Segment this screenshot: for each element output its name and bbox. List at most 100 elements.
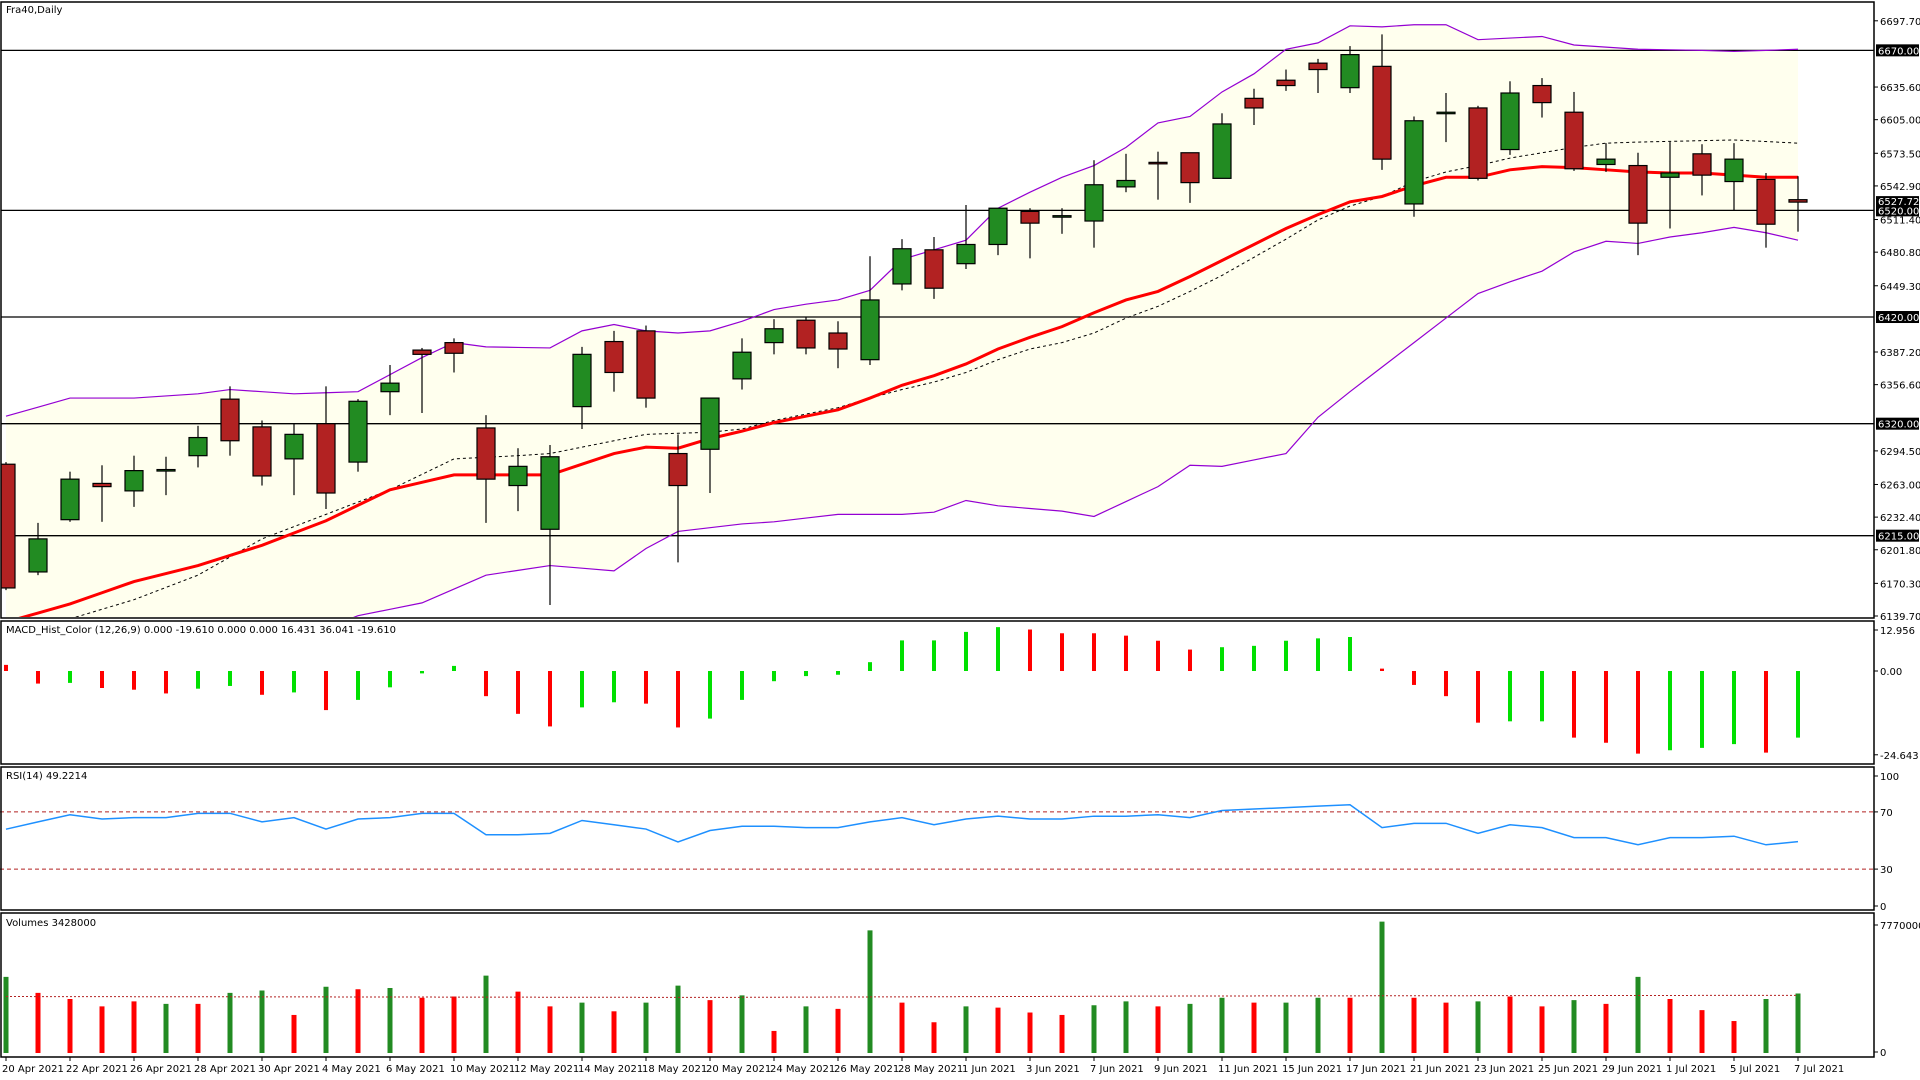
candle bbox=[476, 415, 496, 523]
price-tick-label: 6201.80 bbox=[1880, 546, 1920, 557]
candle bbox=[860, 256, 880, 366]
candle bbox=[1628, 152, 1648, 256]
panel-frame bbox=[0, 766, 1875, 911]
candle bbox=[796, 317, 816, 355]
candle-body bbox=[764, 328, 784, 344]
level-price-tag bbox=[1876, 44, 1919, 57]
date-tick-label: 29 Jun 2021 bbox=[1602, 1064, 1662, 1075]
rsi-tick-label: 0 bbox=[1880, 902, 1886, 913]
candle bbox=[764, 319, 784, 355]
date-tick-label: 24 May 2021 bbox=[770, 1064, 835, 1075]
candle-body bbox=[1596, 158, 1616, 166]
candle-body bbox=[508, 465, 528, 487]
date-tick-label: 5 Jul 2021 bbox=[1730, 1064, 1780, 1075]
candle-body bbox=[956, 243, 976, 265]
volume-tick-label: 0 bbox=[1880, 1048, 1886, 1059]
date-tick-label: 11 Jun 2021 bbox=[1218, 1064, 1278, 1075]
date-tick-label: 1 Jul 2021 bbox=[1666, 1064, 1716, 1075]
candle-body bbox=[380, 382, 400, 393]
level-price-tag bbox=[1876, 529, 1919, 542]
date-tick-label: 23 Jun 2021 bbox=[1474, 1064, 1534, 1075]
macd-panel[interactable] bbox=[4, 627, 1800, 754]
volume-label: Volumes 3428000 bbox=[6, 918, 96, 929]
candle bbox=[1276, 69, 1296, 91]
candle bbox=[1660, 142, 1680, 229]
macd-tick-label: 0.00 bbox=[1880, 667, 1902, 678]
date-tick-label: 7 Jun 2021 bbox=[1090, 1064, 1144, 1075]
price-tick-label: 6480.80 bbox=[1880, 248, 1920, 259]
candle-body bbox=[156, 468, 176, 472]
candle-body bbox=[892, 248, 912, 285]
date-tick-label: 30 Apr 2021 bbox=[258, 1064, 320, 1075]
candle bbox=[1596, 143, 1616, 172]
candle bbox=[1436, 93, 1456, 143]
bollinger-fill bbox=[6, 24, 1798, 617]
bollinger-lower-band bbox=[353, 226, 1799, 617]
level-price-label: 6215.00 bbox=[1878, 532, 1919, 543]
date-tick-label: 15 Jun 2021 bbox=[1282, 1064, 1342, 1075]
candle-body bbox=[1788, 199, 1808, 203]
date-tick-label: 10 May 2021 bbox=[450, 1064, 515, 1075]
price-tick-label: 6170.30 bbox=[1880, 579, 1920, 590]
candle bbox=[892, 239, 912, 291]
level-price-label: 6320.00 bbox=[1878, 420, 1919, 431]
price-tick-label: 6232.40 bbox=[1880, 513, 1920, 524]
candle bbox=[124, 455, 144, 507]
candle-body bbox=[348, 400, 368, 463]
candle bbox=[668, 434, 688, 563]
candle bbox=[1020, 208, 1040, 259]
rsi-tick-label: 100 bbox=[1880, 772, 1899, 783]
date-tick-label: 1 Jun 2021 bbox=[962, 1064, 1016, 1075]
price-tick-label: 6697.70 bbox=[1880, 17, 1920, 28]
candle-body bbox=[444, 342, 464, 354]
candle-body bbox=[412, 349, 432, 355]
rsi-tick-label: 70 bbox=[1880, 808, 1893, 819]
candle bbox=[1532, 78, 1552, 118]
price-tick-label: 6542.90 bbox=[1880, 182, 1920, 193]
current-price-tag bbox=[1876, 196, 1919, 208]
date-tick-label: 9 Jun 2021 bbox=[1154, 1064, 1208, 1075]
candle-body bbox=[1436, 111, 1456, 115]
date-tick-label: 26 Apr 2021 bbox=[130, 1064, 192, 1075]
candle-body bbox=[796, 319, 816, 349]
level-price-tag bbox=[1876, 204, 1919, 217]
candle-body bbox=[700, 397, 720, 450]
candle-body bbox=[732, 351, 752, 380]
candle-body bbox=[1148, 161, 1168, 165]
candle bbox=[220, 386, 240, 456]
candle bbox=[412, 347, 432, 414]
candle-body bbox=[60, 478, 80, 521]
candle bbox=[60, 471, 80, 522]
panel-frame bbox=[0, 1, 1875, 619]
candle bbox=[604, 330, 624, 392]
candle bbox=[828, 321, 848, 369]
rsi-panel[interactable] bbox=[0, 803, 1874, 870]
price-tick-label: 6635.60 bbox=[1880, 83, 1920, 94]
date-tick-label: 18 May 2021 bbox=[642, 1064, 707, 1075]
macd-label: MACD_Hist_Color (12,26,9) 0.000 -19.610 … bbox=[6, 625, 396, 636]
date-tick-label: 17 Jun 2021 bbox=[1346, 1064, 1406, 1075]
candle bbox=[1724, 143, 1744, 211]
candle bbox=[1308, 58, 1328, 94]
candle bbox=[1084, 160, 1104, 248]
candle bbox=[1052, 208, 1072, 234]
price-tick-label: 6449.30 bbox=[1880, 282, 1920, 293]
candle-body bbox=[1116, 179, 1136, 188]
price-tick-label: 6294.50 bbox=[1880, 447, 1920, 458]
candle-body bbox=[28, 538, 48, 573]
candle bbox=[28, 522, 48, 576]
candle bbox=[1148, 151, 1168, 200]
candle-body bbox=[1564, 111, 1584, 170]
level-price-label: 6420.00 bbox=[1878, 313, 1919, 324]
candle-body bbox=[252, 426, 272, 477]
candle-body bbox=[1020, 210, 1040, 224]
date-tick-label: 22 Apr 2021 bbox=[66, 1064, 128, 1075]
candle-body bbox=[1244, 97, 1264, 109]
candle bbox=[1244, 88, 1264, 126]
price-panel[interactable] bbox=[0, 24, 1874, 680]
price-tick-label: 6356.60 bbox=[1880, 381, 1920, 392]
volume-panel[interactable] bbox=[3, 921, 1801, 1053]
level-price-label: 6670.00 bbox=[1878, 46, 1919, 57]
